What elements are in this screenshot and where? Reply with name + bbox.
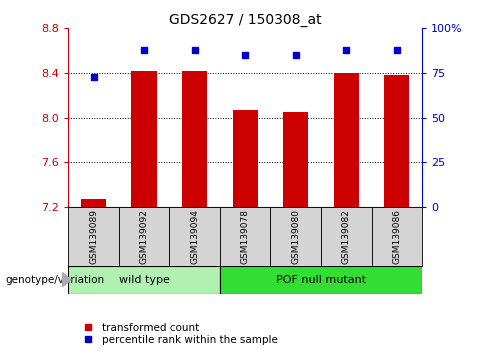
Bar xyxy=(220,266,422,294)
Bar xyxy=(169,207,220,266)
Bar xyxy=(283,112,308,207)
Bar xyxy=(233,110,258,207)
Text: GSM139094: GSM139094 xyxy=(190,209,199,264)
Bar xyxy=(334,73,359,207)
Bar xyxy=(81,199,106,207)
Text: GSM139086: GSM139086 xyxy=(392,209,401,264)
Bar xyxy=(119,207,169,266)
Legend: transformed count, percentile rank within the sample: transformed count, percentile rank withi… xyxy=(74,319,282,349)
Title: GDS2627 / 150308_at: GDS2627 / 150308_at xyxy=(169,13,322,27)
Bar xyxy=(220,207,270,266)
Text: GSM139089: GSM139089 xyxy=(89,209,98,264)
Bar xyxy=(321,207,371,266)
Polygon shape xyxy=(62,273,71,287)
Bar xyxy=(182,71,207,207)
Text: genotype/variation: genotype/variation xyxy=(5,275,104,285)
Bar xyxy=(68,266,220,294)
Text: GSM139080: GSM139080 xyxy=(291,209,300,264)
Text: wild type: wild type xyxy=(119,275,169,285)
Bar xyxy=(68,207,119,266)
Text: GSM139092: GSM139092 xyxy=(140,209,149,264)
Text: POF null mutant: POF null mutant xyxy=(276,275,366,285)
Bar xyxy=(270,207,321,266)
Text: GSM139082: GSM139082 xyxy=(342,209,351,264)
Bar xyxy=(371,207,422,266)
Bar xyxy=(131,71,157,207)
Text: GSM139078: GSM139078 xyxy=(241,209,250,264)
Bar xyxy=(384,75,409,207)
